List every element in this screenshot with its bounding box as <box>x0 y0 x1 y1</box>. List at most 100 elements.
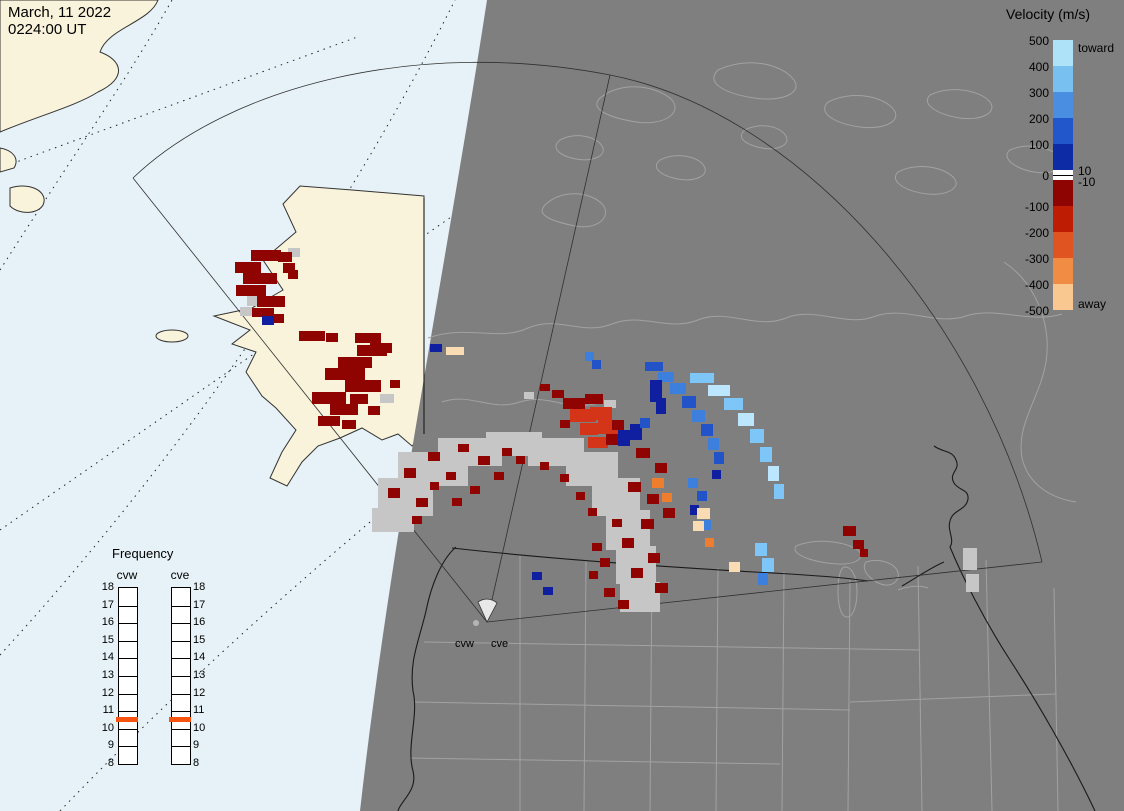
frequency-title: Frequency <box>112 546 174 561</box>
frequency-rung <box>172 640 190 642</box>
colorbar-segment <box>1053 144 1073 170</box>
echo-cell-p <box>693 521 704 531</box>
echo-cell-dr <box>257 296 285 307</box>
echo-cell-r <box>580 423 598 435</box>
echo-cell-mb <box>714 452 724 464</box>
frequency-rung <box>119 711 137 713</box>
echo-cell-o <box>705 538 714 547</box>
echo-cell-dr <box>655 583 668 593</box>
graticule-meridian <box>0 35 361 169</box>
echo-cell-dr <box>618 600 629 609</box>
echo-cell-gy <box>966 574 979 592</box>
echo-cell-p <box>697 508 710 519</box>
echo-cell-dr <box>283 263 295 273</box>
timestamp: March, 11 2022 0224:00 UT <box>8 4 111 39</box>
radar-site-dot-icon <box>473 620 479 626</box>
radar-fan-icon <box>477 598 498 623</box>
echo-cell-dr <box>251 250 281 261</box>
frequency-rung <box>119 676 137 677</box>
echo-cell-dr <box>243 273 277 284</box>
lake-huron-outline <box>863 559 899 586</box>
arctic-island-outline <box>541 193 606 228</box>
echo-cell-dr <box>641 519 654 529</box>
echo-cell-sb <box>708 385 730 396</box>
echo-cell-o <box>652 478 664 488</box>
arctic-island-outline <box>713 62 797 100</box>
echo-cell-b <box>758 573 768 585</box>
echo-cell-p <box>446 347 464 355</box>
echo-cell-dr <box>853 540 864 549</box>
arctic-island-outline <box>895 166 957 195</box>
arctic-island-outline <box>655 155 706 181</box>
frequency-tick: 9 <box>107 739 114 752</box>
echo-cell-mb <box>697 491 707 501</box>
fov-edge-cve <box>486 561 1043 623</box>
colorbar-segment <box>1053 206 1073 232</box>
frequency-tick: 17 <box>101 598 114 611</box>
echo-cell-lb <box>774 484 784 499</box>
state-border <box>781 571 785 811</box>
echo-cell-dr <box>494 472 504 480</box>
echo-cell-nb <box>630 424 642 440</box>
frequency-rung <box>172 693 190 695</box>
frequency-tick: 16 <box>101 616 114 629</box>
colorbar-segment <box>1053 40 1073 66</box>
pacific-coastline <box>397 546 457 811</box>
arctic-island-outline <box>824 95 897 129</box>
colorbar-segment <box>1053 118 1073 144</box>
state-border <box>1053 587 1059 811</box>
frequency-rung <box>119 640 137 642</box>
frequency-marker-cvw <box>116 716 138 722</box>
frequency-rung <box>172 605 190 607</box>
echo-cell-sb <box>768 466 779 481</box>
echo-cell-dr <box>589 571 598 579</box>
echo-cell-dr <box>540 462 549 470</box>
frequency-tick: 9 <box>193 739 200 752</box>
frequency-column-label-cve: cve <box>170 568 190 582</box>
echo-cell-dr <box>412 516 422 524</box>
echo-cell-dr <box>636 448 650 458</box>
state-border <box>849 693 1057 703</box>
echo-cell-dr <box>647 494 659 504</box>
echo-cell-b <box>658 372 674 382</box>
colorbar-segment <box>1053 284 1073 310</box>
state-border <box>715 567 719 811</box>
us-canada-border <box>451 547 869 582</box>
frequency-tick: 14 <box>101 651 114 664</box>
echo-cell-dr <box>470 486 480 494</box>
echo-cell-gy <box>372 508 414 532</box>
echo-cell-dr <box>288 270 298 279</box>
echo-cell-dr <box>350 394 368 404</box>
colorbar-tick: 100 <box>1028 138 1049 152</box>
echo-cell-b <box>688 478 698 488</box>
colorbar-tick: 500 <box>1028 34 1049 48</box>
frequency-tick: 8 <box>193 757 200 769</box>
frequency-rung <box>119 746 137 748</box>
echo-cell-mb <box>592 360 601 369</box>
echo-cell-mb <box>645 362 663 371</box>
colorbar-side-label: toward <box>1078 41 1115 55</box>
colorbar-tick: 300 <box>1028 86 1049 100</box>
frequency-rung <box>119 693 137 695</box>
lake-superior-outline <box>794 540 862 565</box>
arctic-island-outline <box>927 89 993 120</box>
echo-cell-dr <box>604 588 615 597</box>
echo-cell-gy <box>604 400 616 408</box>
frequency-rung <box>172 623 190 625</box>
echo-cell-dr <box>390 380 400 388</box>
echo-cell-dr <box>612 519 622 527</box>
echo-cell-dr <box>612 420 624 430</box>
frequency-rung <box>172 676 190 677</box>
echo-cell-dr <box>452 498 462 506</box>
frequency-column-label-cvw: cvw <box>116 568 138 582</box>
echo-cell-nb <box>532 572 542 580</box>
fov-divider <box>486 74 611 623</box>
siberia-landmass <box>0 0 159 133</box>
echo-cell-dr <box>312 392 346 404</box>
us-canada-border-east <box>901 561 945 587</box>
colorbar-segment <box>1053 232 1073 258</box>
echo-cell-dr <box>236 285 266 296</box>
echo-cell-gy <box>247 296 257 306</box>
echo-cell-dr <box>235 262 261 273</box>
